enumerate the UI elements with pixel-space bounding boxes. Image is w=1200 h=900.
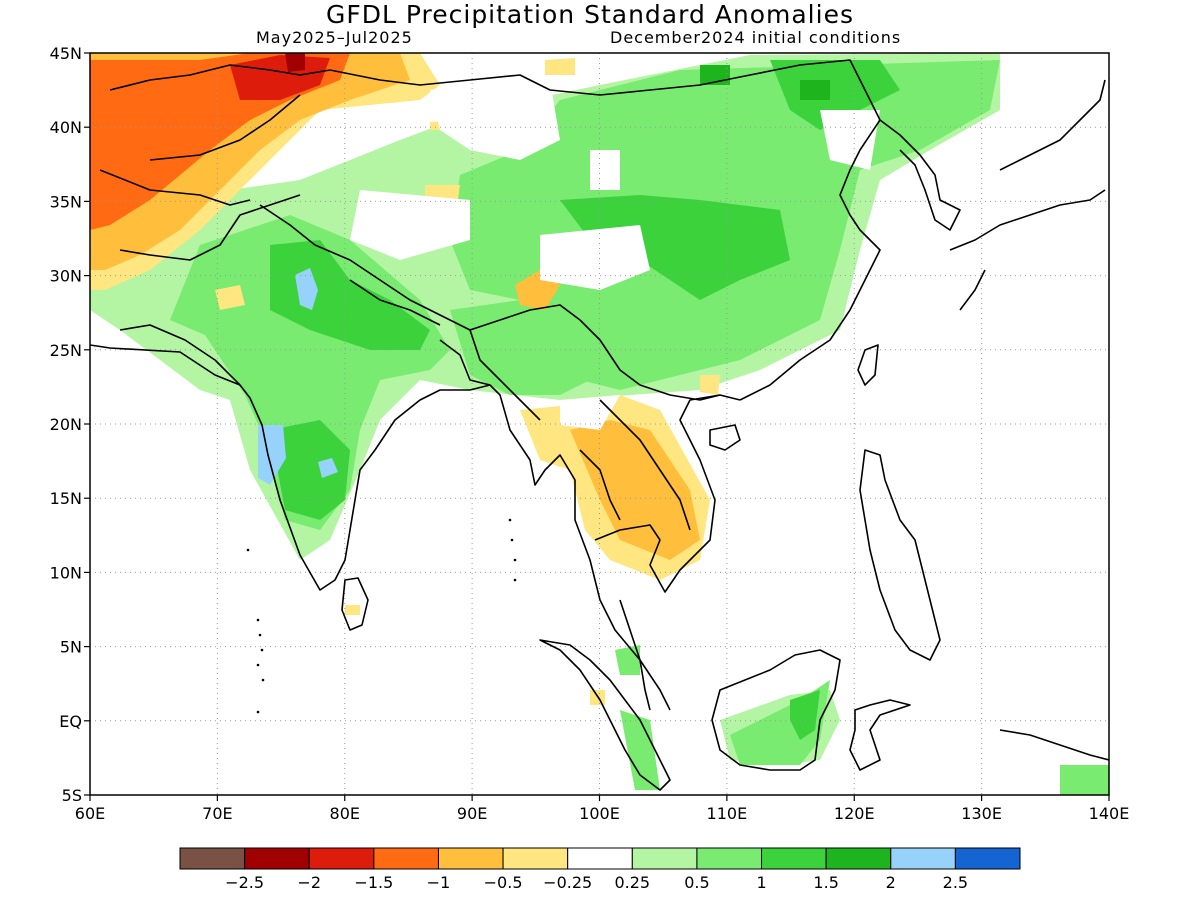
legend-label: 2.5	[943, 873, 968, 892]
color-legend: −2.5 −2 −1.5 −1 −0.5 −0.25 0.25 0.5 1 1.5 2 2.5	[179, 847, 1021, 892]
legend-label: −2	[297, 873, 321, 892]
legend-label: 1.5	[813, 873, 838, 892]
anomaly-region-green-newguinea	[1060, 765, 1109, 795]
lat-tick-label: 5N	[60, 638, 82, 657]
small-islands	[246, 518, 517, 714]
country-borders-china	[329, 59, 881, 401]
lat-tick-label: 40N	[50, 118, 82, 137]
coastline-japan	[949, 79, 1106, 311]
anomaly-field	[90, 53, 1109, 795]
country-borders-west	[99, 64, 331, 386]
lat-tick-label: 15N	[50, 489, 82, 508]
lat-tick-label: 25N	[50, 341, 82, 360]
legend-label: −1.5	[354, 873, 393, 892]
anomaly-region-blue-north-india	[295, 268, 318, 310]
anomaly-region-near-zero-east	[560, 110, 880, 430]
anomaly-region-strong-green-india-n	[270, 240, 430, 350]
coastline-borneo	[711, 649, 841, 771]
legend-swatch	[954, 847, 1021, 870]
legend-swatch	[437, 847, 504, 870]
lon-tick-label: 90E	[457, 804, 487, 823]
lat-tick-label: 45N	[50, 44, 82, 63]
coastline-srilanka	[341, 577, 369, 631]
map-title: GFDL Precipitation Standard Anomalies	[326, 0, 854, 29]
coastline-philippines	[859, 449, 941, 661]
legend-label: −1	[427, 873, 451, 892]
legend-swatch	[373, 847, 439, 870]
legend-label: 1	[756, 873, 766, 892]
legend-label: 0.25	[614, 873, 650, 892]
legend-swatch	[890, 847, 956, 870]
lon-tick-label: 140E	[1089, 804, 1130, 823]
country-borders-nepal-bangladesh	[349, 279, 491, 386]
anomaly-region-strong-green-china	[560, 195, 790, 300]
lat-tick-label: 10N	[50, 563, 82, 582]
legend-swatch	[502, 847, 569, 870]
lon-tick-label: 110E	[707, 804, 748, 823]
legend-label: −2.5	[225, 873, 264, 892]
country-borders-himalaya	[259, 204, 581, 331]
lon-tick-label: 60E	[75, 804, 105, 823]
anomaly-region-green-myanmar	[450, 300, 590, 395]
coastline-china	[739, 119, 881, 401]
lon-tick-label: 120E	[834, 804, 875, 823]
coastline-arabia-iran	[90, 344, 241, 386]
coastline-india	[239, 384, 671, 711]
coastline-sumatra	[539, 639, 671, 791]
map-gridlines	[90, 53, 1109, 795]
anomaly-region-near-zero-china	[350, 80, 650, 290]
legend-label: −0.5	[484, 873, 523, 892]
coastline-taiwan	[857, 344, 879, 386]
legend-swatch	[761, 847, 827, 870]
coastline-indochina	[594, 394, 741, 593]
legend-label: 2	[886, 873, 896, 892]
longitude-axis: 60E 70E 80E 90E 100E 110E 120E 130E 140E	[75, 795, 1130, 823]
anomaly-region-darkest-green	[700, 65, 830, 100]
anomaly-region-strong-green-north	[770, 60, 900, 130]
lat-tick-label: EQ	[59, 712, 82, 731]
coastlines	[90, 59, 1109, 791]
legend-label: −0.25	[543, 873, 592, 892]
legend-swatch	[696, 847, 763, 870]
lat-tick-label: 35N	[50, 192, 82, 211]
initial-conditions: December2024 initial conditions	[610, 28, 902, 47]
lon-tick-label: 70E	[202, 804, 232, 823]
legend-swatch	[179, 847, 246, 870]
forecast-period: May2025–Jul2025	[256, 28, 413, 47]
country-borders-indochina	[469, 329, 691, 531]
lat-tick-label: 20N	[50, 415, 82, 434]
legend-swatch	[825, 847, 892, 870]
lon-tick-label: 80E	[330, 804, 360, 823]
legend-swatch	[308, 847, 375, 870]
lat-tick-label: 5S	[62, 786, 82, 805]
coastline-korea	[879, 119, 961, 231]
anomaly-region-blue-central-india	[318, 458, 338, 478]
anomaly-region-strong-green-india-c	[270, 420, 350, 520]
anomaly-region-strong-green-borneo	[790, 690, 820, 740]
latitude-axis: 45N 40N 35N 30N 25N 20N 15N 10N 5N EQ 5S	[50, 44, 90, 805]
coastline-sulawesi	[849, 699, 911, 771]
lon-tick-label: 100E	[579, 804, 620, 823]
anomaly-region-dry-indochina	[570, 420, 700, 560]
anomaly-region-darkred	[285, 53, 305, 72]
legend-label: 0.5	[684, 873, 709, 892]
lat-tick-label: 30N	[50, 267, 82, 286]
legend-swatch	[631, 847, 698, 870]
coastline-hainan	[709, 424, 741, 451]
coastline-malaysia	[619, 599, 651, 711]
legend-swatch	[567, 847, 633, 870]
coastline-newguinea	[999, 729, 1109, 761]
lon-tick-label: 130E	[961, 804, 1002, 823]
legend-swatch	[244, 847, 310, 870]
